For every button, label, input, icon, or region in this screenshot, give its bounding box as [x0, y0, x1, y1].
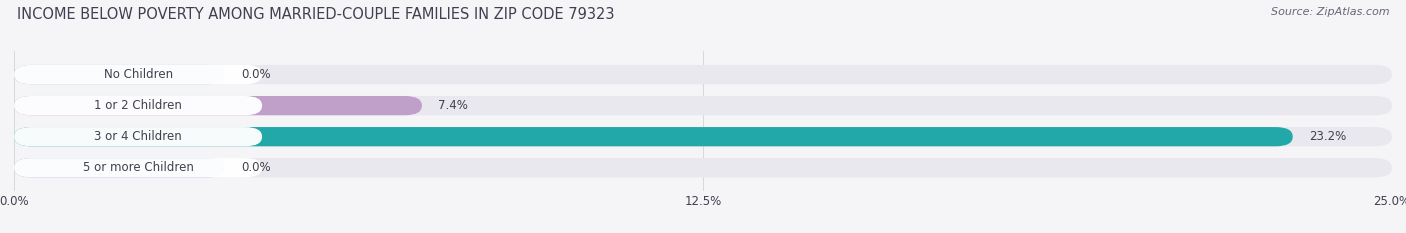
- FancyBboxPatch shape: [14, 158, 1392, 177]
- Text: 3 or 4 Children: 3 or 4 Children: [94, 130, 181, 143]
- Text: 1 or 2 Children: 1 or 2 Children: [94, 99, 181, 112]
- FancyBboxPatch shape: [14, 96, 422, 115]
- FancyBboxPatch shape: [14, 127, 1292, 146]
- Text: 0.0%: 0.0%: [242, 161, 271, 174]
- FancyBboxPatch shape: [14, 158, 262, 177]
- FancyBboxPatch shape: [14, 96, 1392, 115]
- Text: 7.4%: 7.4%: [439, 99, 468, 112]
- Text: INCOME BELOW POVERTY AMONG MARRIED-COUPLE FAMILIES IN ZIP CODE 79323: INCOME BELOW POVERTY AMONG MARRIED-COUPL…: [17, 7, 614, 22]
- Text: 23.2%: 23.2%: [1309, 130, 1347, 143]
- FancyBboxPatch shape: [14, 127, 262, 146]
- Text: No Children: No Children: [104, 68, 173, 81]
- FancyBboxPatch shape: [14, 127, 1392, 146]
- Text: 5 or more Children: 5 or more Children: [83, 161, 194, 174]
- Text: Source: ZipAtlas.com: Source: ZipAtlas.com: [1271, 7, 1389, 17]
- FancyBboxPatch shape: [14, 158, 225, 177]
- FancyBboxPatch shape: [14, 96, 262, 115]
- FancyBboxPatch shape: [14, 65, 225, 84]
- Text: 0.0%: 0.0%: [242, 68, 271, 81]
- FancyBboxPatch shape: [14, 65, 1392, 84]
- FancyBboxPatch shape: [14, 65, 262, 84]
